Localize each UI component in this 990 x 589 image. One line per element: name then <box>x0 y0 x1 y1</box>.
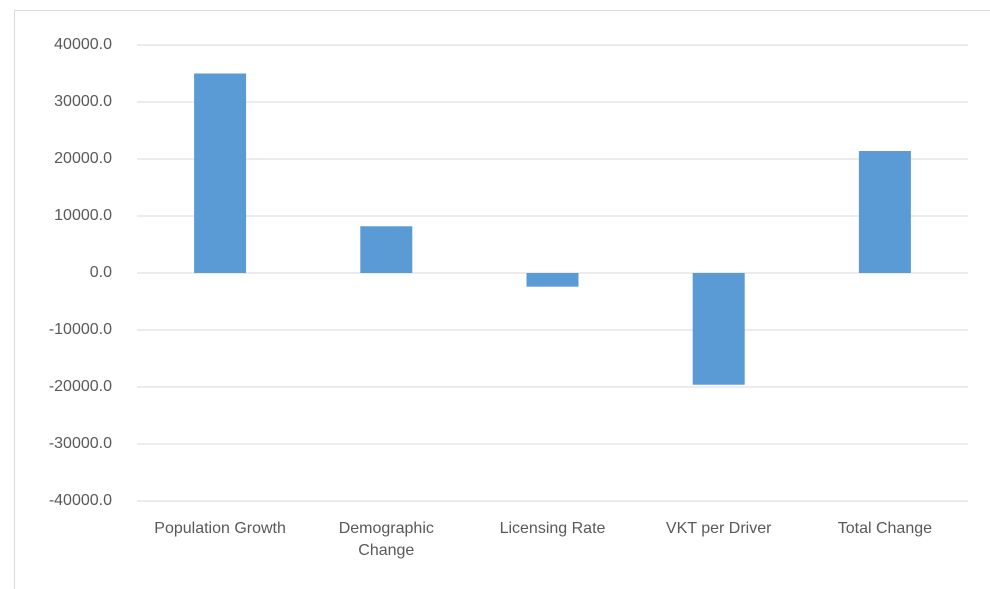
x-tick-label: Total Change <box>837 520 933 537</box>
x-tick-label: Demographic Change <box>338 520 434 559</box>
bar <box>360 226 413 273</box>
chart-frame <box>14 10 990 589</box>
y-tick-label: 0.0 <box>90 264 112 281</box>
y-tick-label: -40000.0 <box>49 492 112 509</box>
x-tick-label: Licensing Rate <box>499 520 606 537</box>
bar <box>858 151 911 273</box>
y-tick-label: 10000.0 <box>54 207 112 224</box>
x-tick-label: Population Growth <box>154 520 286 537</box>
bar <box>194 73 247 273</box>
y-tick-label: -10000.0 <box>49 321 112 338</box>
y-tick-label: 20000.0 <box>54 150 112 167</box>
x-tick-label: VKT per Driver <box>665 520 772 537</box>
y-tick-label: -30000.0 <box>49 435 112 452</box>
bar <box>526 273 579 287</box>
y-tick-label: 30000.0 <box>54 93 112 110</box>
bar <box>692 273 745 385</box>
y-tick-label: 40000.0 <box>54 36 112 53</box>
y-tick-label: -20000.0 <box>49 378 112 395</box>
